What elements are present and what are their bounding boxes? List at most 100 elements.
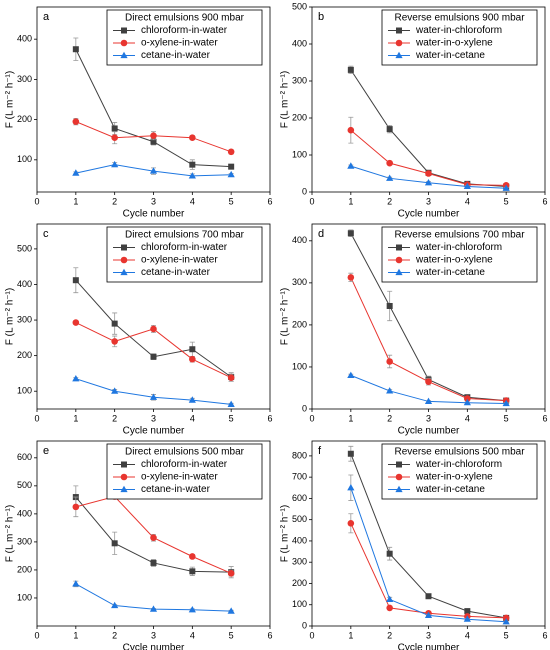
y-tick-label: 100 <box>292 361 307 371</box>
marker <box>424 178 433 186</box>
y-tick-label: 400 <box>292 38 307 48</box>
y-tick-label: 500 <box>292 514 307 524</box>
y-tick-label: 400 <box>17 279 32 289</box>
marker <box>111 601 119 609</box>
x-tick-label: 1 <box>73 196 78 206</box>
marker <box>72 580 80 587</box>
legend-label: water-in-chloroform <box>415 25 502 36</box>
marker <box>149 167 158 174</box>
x-tick-label: 3 <box>426 630 431 640</box>
legend-label: o-xylene-in-water <box>141 472 218 483</box>
x-tick-label: 2 <box>112 413 117 423</box>
y-tick-label: 100 <box>17 592 32 602</box>
legend-title: Reverse emulsions 500 mbar <box>394 447 525 458</box>
marker <box>347 230 354 237</box>
marker <box>72 46 79 53</box>
marker <box>347 126 355 134</box>
x-tick-label: 3 <box>426 413 431 423</box>
x-tick-label: 3 <box>151 630 156 640</box>
panel: 0 1 2 3 4 5 6 100 200 300 400 500 Cycle number F (L m… <box>5 223 273 437</box>
panel-label: a <box>43 11 50 23</box>
marker <box>396 461 402 468</box>
y-tick-label: 0 <box>302 186 307 196</box>
series-line <box>350 523 507 619</box>
marker <box>425 378 432 385</box>
legend-label: water-in-o-xylene <box>415 472 493 483</box>
y-tick-label: 400 <box>17 34 32 44</box>
marker <box>386 126 393 133</box>
marker <box>347 274 355 281</box>
marker <box>464 608 471 615</box>
legend: Direct emulsions 700 mbarchloroform-in-w… <box>106 226 263 283</box>
marker <box>425 593 432 600</box>
marker <box>502 399 510 407</box>
x-tick-label: 0 <box>309 413 314 423</box>
marker <box>111 320 118 327</box>
marker <box>395 256 403 264</box>
x-tick-label: 5 <box>229 413 234 423</box>
y-tick-label: 300 <box>17 74 32 84</box>
x-tick-label: 6 <box>267 196 272 206</box>
series-line <box>350 69 507 187</box>
y-tick-label: 600 <box>292 493 307 503</box>
y-tick-label: 300 <box>17 314 32 324</box>
legend-title: Direct emulsions 900 mbar <box>125 13 245 24</box>
marker <box>347 450 354 457</box>
legend-label: chloroform-in-water <box>141 242 228 253</box>
marker <box>111 160 119 168</box>
marker <box>72 319 80 326</box>
y-axis-label: F (L m⁻² h⁻¹) <box>280 288 291 345</box>
legend-label: water-in-cetane <box>415 484 485 495</box>
x-tick-label: 3 <box>151 196 156 206</box>
y-tick-label: 100 <box>292 149 307 159</box>
marker <box>149 393 158 400</box>
legend-label: water-in-chloroform <box>415 459 502 470</box>
marker <box>396 244 402 251</box>
x-tick-label: 2 <box>387 413 392 423</box>
marker <box>227 170 235 178</box>
x-tick-label: 4 <box>465 196 470 206</box>
x-tick-label: 6 <box>542 630 547 640</box>
y-tick-label: 400 <box>292 535 307 545</box>
legend-label: cetane-in-water <box>141 267 211 278</box>
x-tick-label: 4 <box>190 413 195 423</box>
marker <box>150 132 157 139</box>
legend: Reverse emulsions 500 mbarwater-in-chlor… <box>381 443 538 500</box>
x-tick-label: 0 <box>309 630 314 640</box>
x-tick-label: 1 <box>73 630 78 640</box>
y-tick-label: 200 <box>17 350 32 360</box>
y-tick-label: 800 <box>292 450 307 460</box>
x-axis-label: Cycle number <box>398 209 460 220</box>
x-axis-label: Cycle number <box>398 643 460 650</box>
marker <box>396 27 402 34</box>
y-axis-label: F (L m⁻² h⁻¹) <box>5 505 16 562</box>
panel: 0 1 2 3 4 5 6 100 200 300 400 500 600 Cycle number F (… <box>5 440 273 650</box>
y-tick-label: 500 <box>17 243 32 253</box>
x-tick-label: 5 <box>229 196 234 206</box>
marker <box>111 387 119 394</box>
x-tick-label: 0 <box>34 630 39 640</box>
x-tick-label: 3 <box>151 413 156 423</box>
x-tick-label: 4 <box>190 630 195 640</box>
marker <box>386 302 393 309</box>
marker <box>189 355 196 363</box>
legend-title: Direct emulsions 700 mbar <box>125 230 245 241</box>
marker <box>121 461 127 468</box>
marker <box>424 397 433 405</box>
marker <box>121 27 127 34</box>
marker <box>228 163 235 170</box>
x-tick-label: 1 <box>348 196 353 206</box>
marker <box>111 338 118 345</box>
panel-label: e <box>43 445 49 457</box>
marker <box>386 604 393 612</box>
x-tick-label: 4 <box>190 196 195 206</box>
x-tick-label: 5 <box>504 196 509 206</box>
panel: 0 1 2 3 4 5 6 0 100 200 300 400 Cycle number F (L m⁻²… <box>280 223 548 437</box>
marker <box>463 182 471 190</box>
panel-label: c <box>43 228 49 240</box>
marker <box>120 485 128 493</box>
x-tick-label: 5 <box>229 630 234 640</box>
panel: 0 1 2 3 4 5 6 0 100 200 300 400 500 Cycle number F (L … <box>280 1 548 219</box>
marker <box>121 244 127 251</box>
marker <box>425 170 432 177</box>
